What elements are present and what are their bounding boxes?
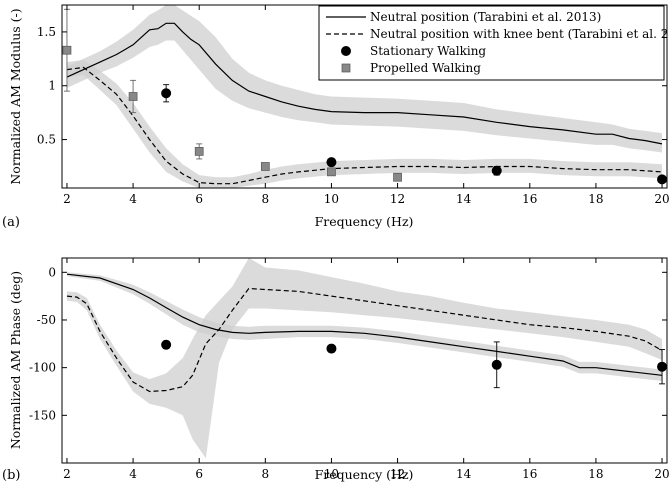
- confidence-band-knee-bent: [67, 59, 662, 189]
- x-tick-label: 8: [261, 192, 269, 206]
- legend-gray-square-swatch: [341, 63, 351, 73]
- panel-b-confidence-bands: [67, 258, 662, 459]
- series-line-knee-bent: [66, 287, 663, 393]
- panel-b-label: (b): [2, 468, 20, 482]
- x-tick-label: 6: [195, 192, 203, 206]
- y-tick-label: -100: [29, 361, 56, 375]
- y-tick-label: -150: [29, 408, 56, 422]
- stationary-walking-point: [326, 157, 337, 168]
- y-tick-label: -50: [37, 313, 56, 327]
- x-tick-label: 8: [261, 467, 269, 481]
- stationary-walking-point: [657, 361, 668, 372]
- legend-label-neutral: Neutral position (Tarabini et al. 2013): [370, 10, 601, 24]
- legend-item-knee-bent: Neutral position with knee bent (Tarabin…: [326, 27, 669, 41]
- stationary-walking-point: [657, 174, 668, 185]
- panel-a-x-axis-label: Frequency (Hz): [315, 214, 414, 229]
- series-line-knee-bent: [66, 66, 663, 185]
- panel-b-lines: [66, 273, 663, 393]
- legend-item-stationary: Stationary Walking: [341, 44, 486, 58]
- x-tick-label: 4: [129, 467, 137, 481]
- x-tick-label: 14: [456, 192, 472, 206]
- x-tick-label: 4: [129, 192, 137, 206]
- panel-a-label: (a): [2, 215, 20, 230]
- panel-b: 2 4 6 8 10 12 14 16 18 20 0 -50 -100 -150 Frequency …: [2, 257, 669, 482]
- legend-label-propelled: Propelled Walking: [370, 61, 481, 75]
- panel-b-axes-box: [61, 257, 668, 464]
- stationary-walking-point: [161, 339, 172, 350]
- propelled-walking-point: [62, 45, 72, 55]
- panel-a-y-axis-label: Normalized AM Modulus (-): [8, 8, 23, 184]
- x-tick-label: 6: [195, 467, 203, 481]
- panel-a-lines: [66, 22, 663, 185]
- legend-label-knee-bent: Neutral position with knee bent (Tarabin…: [370, 27, 669, 41]
- x-tick-label: 10: [324, 467, 339, 481]
- propelled-walking-point: [260, 162, 270, 171]
- x-tick-label: 16: [522, 192, 537, 206]
- x-tick-label: 18: [588, 467, 603, 481]
- series-line-neutral: [66, 22, 663, 145]
- panel-b-y-ticks: 0 -50 -100 -150: [29, 265, 667, 422]
- propelled-walking-point: [128, 92, 138, 101]
- y-tick-label: 0: [48, 265, 56, 279]
- x-tick-label: 12: [390, 192, 405, 206]
- x-tick-label: 16: [522, 467, 537, 481]
- x-tick-label: 20: [654, 467, 669, 481]
- x-tick-label: 10: [324, 192, 339, 206]
- x-tick-label: 2: [63, 467, 71, 481]
- propelled-walking-point: [194, 147, 204, 156]
- panel-a-axes-box: [61, 4, 668, 189]
- panel-b-y-axis-label: Normalized AM Phase (deg): [8, 271, 23, 449]
- x-tick-label: 18: [588, 192, 603, 206]
- y-tick-label: 1.5: [37, 25, 56, 39]
- legend-box: [318, 5, 665, 81]
- panel-a-confidence-bands: [67, 5, 662, 189]
- legend-black-circle-swatch: [341, 46, 351, 56]
- panel-b-markers: [161, 339, 668, 389]
- stationary-walking-point: [491, 165, 502, 176]
- series-line-neutral: [66, 273, 663, 376]
- legend-item-neutral: Neutral position (Tarabini et al. 2013): [326, 10, 601, 24]
- legend-item-propelled: Propelled Walking: [341, 61, 481, 75]
- x-tick-label: 12: [390, 467, 405, 481]
- propelled-walking-point: [327, 167, 336, 177]
- stationary-walking-point: [326, 343, 337, 354]
- panel-a: 2 4 6 8 10 12 14 16 18 20 0.511.5 Frequency (Hz) …: [2, 4, 669, 230]
- stationary-walking-point: [491, 359, 502, 370]
- confidence-band-neutral: [67, 5, 662, 153]
- propelled-walking-point: [393, 172, 402, 182]
- stationary-walking-point: [161, 88, 172, 99]
- panel-a-x-ticks: 2 4 6 8 10 12 14 16 18 20: [63, 5, 669, 206]
- y-tick-label: 1: [48, 79, 56, 93]
- panel-b-x-axis-label: Frequency (Hz): [315, 467, 414, 482]
- y-tick-label: 0.5: [37, 133, 56, 147]
- panel-a-y-ticks: 0.5 1 1.5: [37, 25, 667, 147]
- x-tick-label: 20: [654, 192, 669, 206]
- confidence-band-knee-bent: [67, 258, 662, 459]
- x-tick-label: 14: [456, 467, 472, 481]
- legend: Neutral position (Tarabini et al. 2013) …: [318, 5, 669, 81]
- panel-b-x-ticks: 2 4 6 8 10 12 14 16 18 20: [63, 258, 669, 481]
- legend-label-stationary: Stationary Walking: [370, 44, 486, 58]
- panel-a-markers: [62, 8, 668, 185]
- x-tick-label: 2: [63, 192, 71, 206]
